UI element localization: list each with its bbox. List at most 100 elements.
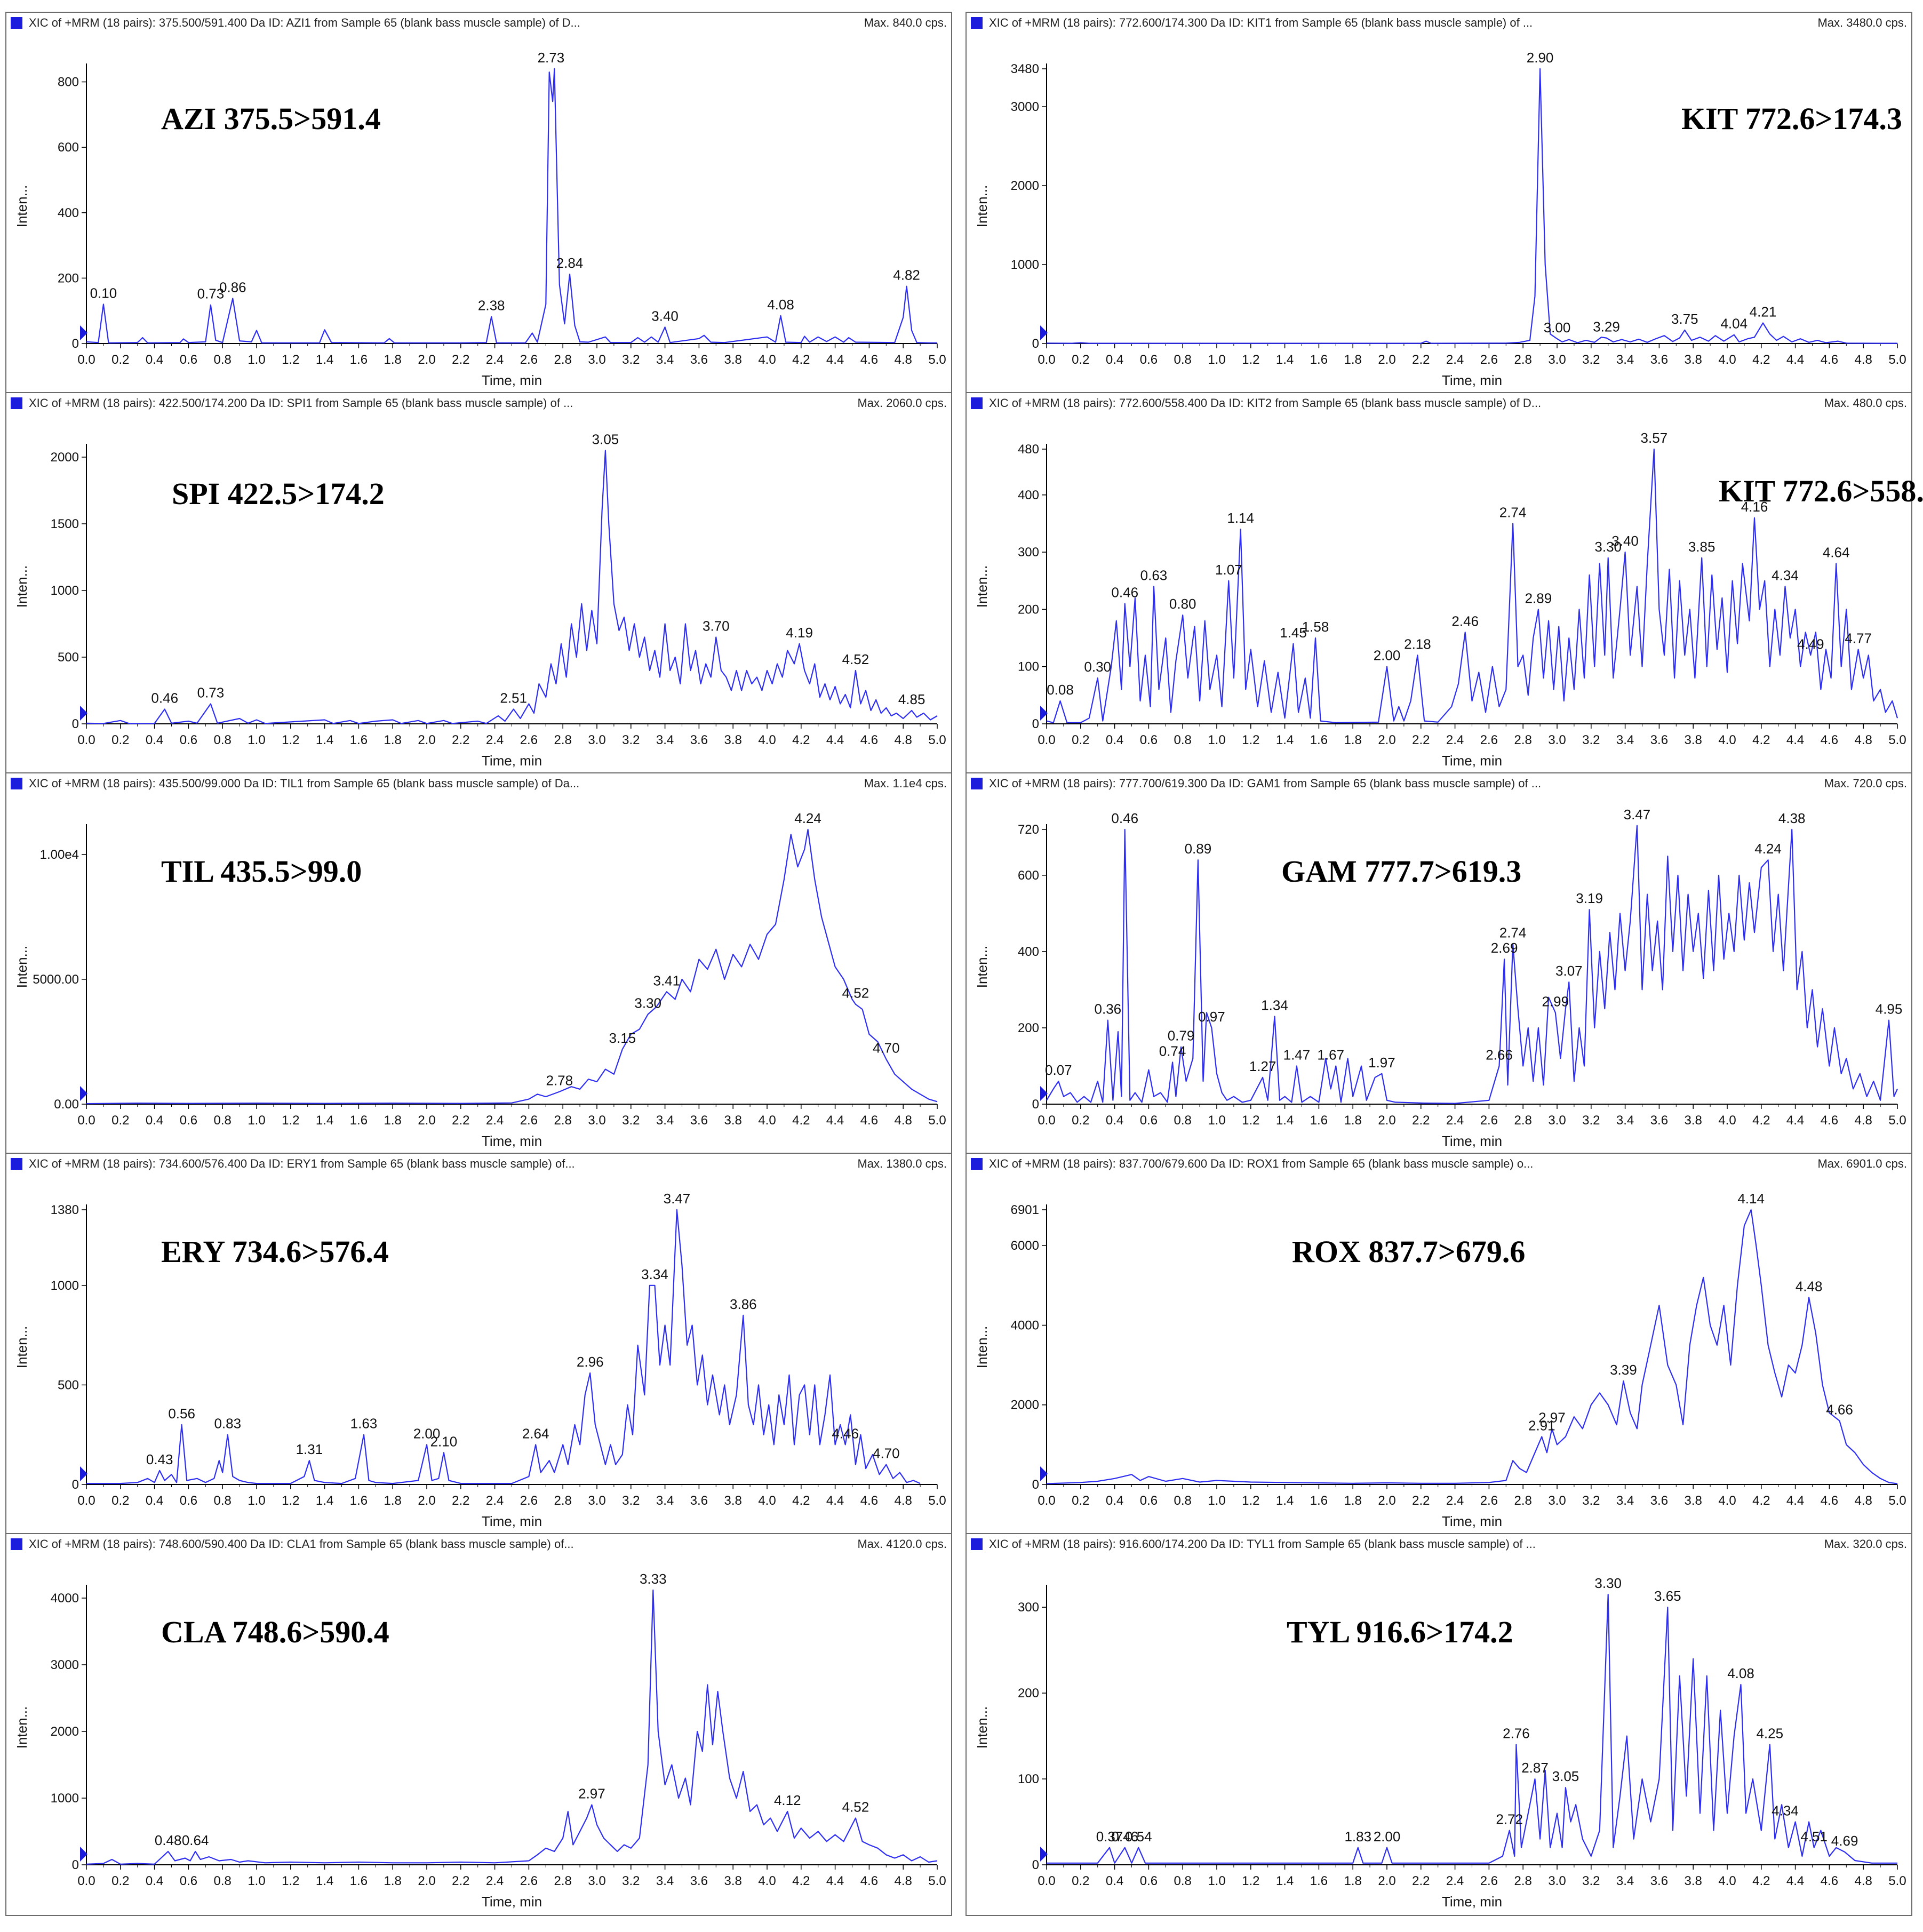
- peak-label: 1.97: [1368, 1055, 1395, 1071]
- peak-label: 3.86: [730, 1296, 757, 1312]
- max-intensity-label: Max. 4120.0 cps.: [857, 1537, 947, 1551]
- peak-label: 4.08: [767, 297, 794, 313]
- x-tick-label: 1.4: [1276, 1494, 1294, 1508]
- y-tick-label: 400: [1018, 945, 1039, 959]
- x-tick-label: 4.8: [895, 1494, 912, 1508]
- peak-label: 0.46: [151, 690, 178, 706]
- x-axis-label: Time, min: [482, 1513, 542, 1529]
- x-tick-label: 0.2: [111, 353, 129, 367]
- x-tick-label: 5.0: [928, 353, 946, 367]
- x-tick-label: 4.6: [1821, 1494, 1838, 1508]
- y-tick-label: 5000.00: [33, 972, 79, 987]
- x-tick-label: 1.6: [1310, 1494, 1328, 1508]
- x-tick-label: 0.8: [214, 353, 232, 367]
- x-tick-label: 1.6: [1310, 1113, 1328, 1128]
- peak-label: 2.00: [413, 1425, 441, 1441]
- x-tick-label: 4.6: [860, 1494, 878, 1508]
- y-tick-label: 400: [58, 206, 79, 220]
- peak-label: 3.41: [653, 972, 680, 988]
- y-tick-label: 6000: [1011, 1239, 1039, 1253]
- peak-label: 4.70: [873, 1040, 900, 1056]
- x-tick-label: 2.2: [452, 733, 469, 747]
- x-tick-label: 4.0: [758, 733, 776, 747]
- x-tick-label: 0.0: [77, 733, 95, 747]
- max-intensity-label: Max. 1.1e4 cps.: [864, 777, 947, 790]
- x-tick-label: 3.6: [690, 733, 708, 747]
- x-tick-label: 0.2: [1072, 1874, 1089, 1888]
- x-tick-label: 3.6: [690, 353, 708, 367]
- chromatogram-panel-tyl: XIC of +MRM (18 pairs): 916.600/174.200 …: [966, 1533, 1912, 1916]
- x-tick-label: 3.4: [1616, 1494, 1634, 1508]
- x-tick-label: 1.2: [282, 1494, 299, 1508]
- peak-label: 1.45: [1280, 625, 1307, 641]
- x-tick-label: 3.6: [1650, 733, 1668, 747]
- x-tick-label: 0.4: [1106, 353, 1123, 367]
- chromatogram-panel-til: XIC of +MRM (18 pairs): 435.500/99.000 D…: [5, 772, 952, 1155]
- origin-marker-icon: [1040, 325, 1048, 340]
- peak-label: 3.30: [1594, 539, 1622, 555]
- ion-trace-gam: [1046, 825, 1898, 1104]
- y-tick-label: 1000: [51, 1791, 79, 1806]
- x-tick-label: 5.0: [928, 1874, 946, 1888]
- x-tick-label: 0.6: [180, 733, 197, 747]
- peak-label: 1.67: [1317, 1047, 1344, 1063]
- x-tick-label: 2.8: [1514, 353, 1532, 367]
- x-tick-label: 0.0: [77, 353, 95, 367]
- trace-marker-icon: [11, 17, 22, 29]
- peak-label: 0.86: [219, 279, 246, 295]
- y-tick-label: 800: [58, 75, 79, 90]
- ion-trace-ery: [86, 1209, 921, 1484]
- max-intensity-label: Max. 3480.0 cps.: [1817, 16, 1907, 29]
- y-tick-label: 4000: [51, 1591, 79, 1606]
- x-tick-label: 1.0: [248, 1874, 265, 1888]
- peak-label: 2.76: [1503, 1726, 1530, 1742]
- x-tick-label: 2.0: [1378, 1113, 1395, 1128]
- max-intensity-label: Max. 720.0 cps.: [1824, 777, 1907, 790]
- x-tick-label: 1.4: [1276, 1113, 1294, 1128]
- x-tick-label: 2.8: [554, 1874, 572, 1888]
- x-tick-label: 1.2: [1242, 1113, 1259, 1128]
- x-tick-label: 2.4: [486, 353, 504, 367]
- transition-title: ROX 837.7>679.6: [1292, 1234, 1526, 1269]
- y-tick-label: 400: [1018, 488, 1039, 502]
- xic-header: XIC of +MRM (18 pairs): 916.600/174.200 …: [989, 1537, 1536, 1551]
- y-tick-label: 720: [1018, 823, 1039, 837]
- peak-label: 2.97: [1538, 1410, 1566, 1426]
- peak-label: 0.64: [182, 1832, 209, 1848]
- peak-label: 4.85: [898, 691, 925, 707]
- peak-label: 4.25: [1756, 1726, 1783, 1742]
- x-tick-label: 3.6: [1650, 353, 1668, 367]
- peak-label: 4.51: [1800, 1829, 1828, 1845]
- peak-label: 4.16: [1741, 499, 1768, 515]
- x-tick-label: 3.2: [622, 1113, 640, 1128]
- x-tick-label: 2.4: [1446, 1113, 1464, 1128]
- peak-label: 2.99: [1542, 993, 1569, 1009]
- x-tick-label: 3.4: [1616, 733, 1634, 747]
- chromatogram-panel-azi: XIC of +MRM (18 pairs): 375.500/591.400 …: [5, 12, 952, 395]
- peak-label: 3.70: [703, 618, 730, 634]
- x-tick-label: 4.8: [1855, 1874, 1872, 1888]
- x-tick-label: 1.2: [282, 1113, 299, 1128]
- x-tick-label: 2.8: [554, 1494, 572, 1508]
- x-tick-label: 0.0: [1038, 733, 1055, 747]
- peak-label: 0.46: [1111, 810, 1138, 826]
- x-tick-label: 1.8: [1344, 353, 1362, 367]
- peak-label: 3.40: [1611, 533, 1639, 549]
- y-axis-label: Inten...: [974, 946, 990, 988]
- x-tick-label: 3.0: [588, 1874, 605, 1888]
- ion-trace-tyl: [1047, 1593, 1897, 1864]
- y-tick-label: 0: [1032, 1097, 1039, 1112]
- x-tick-label: 3.4: [656, 733, 674, 747]
- y-axis-label: Inten...: [14, 1706, 30, 1749]
- x-tick-label: 3.6: [690, 1874, 708, 1888]
- y-tick-label: 0: [72, 337, 79, 351]
- x-tick-label: 0.4: [146, 1874, 163, 1888]
- x-axis-label: Time, min: [1442, 1513, 1502, 1529]
- x-tick-label: 3.4: [656, 353, 674, 367]
- x-tick-label: 0.6: [180, 1113, 197, 1128]
- ion-trace-spi: [86, 450, 938, 724]
- trace-marker-icon: [971, 1158, 983, 1170]
- x-tick-label: 0.8: [214, 1874, 232, 1888]
- peak-label: 3.07: [1555, 963, 1583, 979]
- x-tick-label: 4.6: [1821, 1874, 1838, 1888]
